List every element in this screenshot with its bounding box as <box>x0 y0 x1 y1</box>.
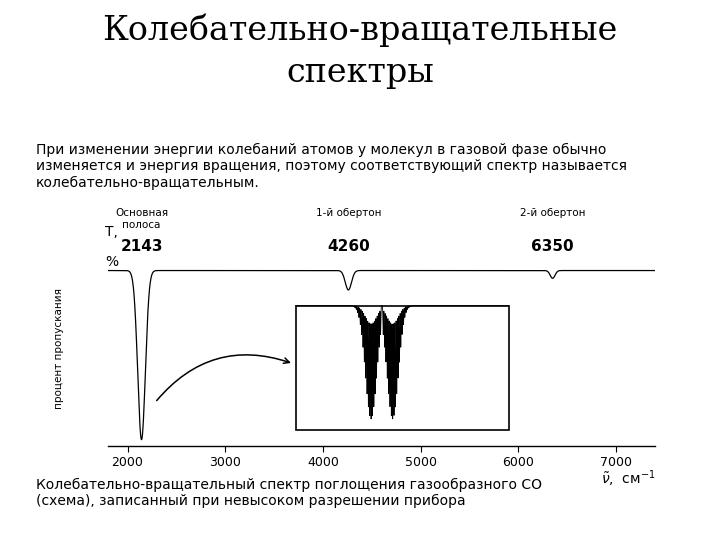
Text: спектры: спектры <box>286 57 434 89</box>
Bar <box>296 306 508 430</box>
Text: При изменении энергии колебаний атомов у молекул в газовой фазе обычно
изменяетс: При изменении энергии колебаний атомов у… <box>36 143 627 190</box>
Text: Колебательно-вращательные: Колебательно-вращательные <box>102 14 618 47</box>
Text: Основная
полоса: Основная полоса <box>115 208 168 230</box>
Text: процент пропускания: процент пропускания <box>54 288 64 409</box>
Text: 2-й обертон: 2-й обертон <box>520 208 585 218</box>
Text: T,: T, <box>105 225 118 239</box>
Text: %: % <box>105 255 118 269</box>
Text: $\tilde{\nu}$,  см$^{-1}$: $\tilde{\nu}$, см$^{-1}$ <box>600 469 655 489</box>
Text: 1-й обертон: 1-й обертон <box>315 208 381 218</box>
Text: Колебательно-вращательный спектр поглощения газообразного СО
(схема), записанный: Колебательно-вращательный спектр поглоще… <box>36 478 542 508</box>
Text: 6350: 6350 <box>531 239 574 254</box>
Text: 2143: 2143 <box>120 239 163 254</box>
Text: 4260: 4260 <box>327 239 370 254</box>
